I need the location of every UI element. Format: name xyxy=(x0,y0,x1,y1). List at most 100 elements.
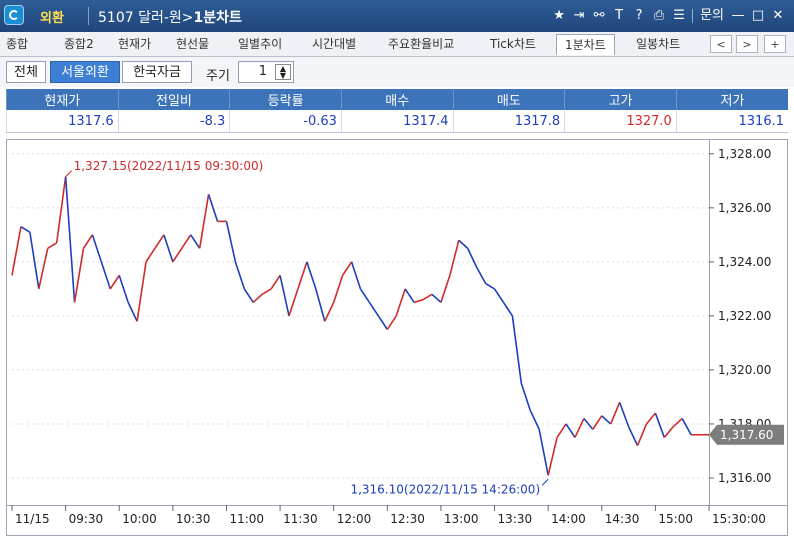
price-segment xyxy=(306,261,317,290)
price-segment xyxy=(458,239,469,249)
market-korea-money-button[interactable]: 한국자금 xyxy=(122,61,192,83)
y-tick-label: 1,322.00 xyxy=(718,309,771,323)
value-high: 1327.0 xyxy=(564,110,677,133)
period-stepper[interactable]: 1 ▲ ▼ xyxy=(238,61,294,83)
price-segment xyxy=(64,176,76,303)
price-segment xyxy=(73,248,85,303)
value-ask: 1317.8 xyxy=(452,110,565,133)
x-tick-label: 14:00 xyxy=(551,512,586,526)
price-segment xyxy=(359,288,371,303)
price-segment xyxy=(11,226,22,276)
price-segment xyxy=(511,315,523,384)
tab-summary[interactable]: 종합 xyxy=(6,37,29,51)
tab-bar: 종합 종합2 현재가 현선물 일별추이 시간대별 주요환율비교 Tick차트 1… xyxy=(0,32,794,57)
tab-daily-trend[interactable]: 일별추이 xyxy=(238,37,283,51)
tab-forward[interactable]: 현선물 xyxy=(176,37,210,51)
price-segment xyxy=(279,275,290,317)
period-value[interactable]: 1 xyxy=(258,64,267,79)
price-segment xyxy=(565,423,576,438)
print-icon[interactable]: ⎙ xyxy=(653,8,665,23)
tab-add-button[interactable]: + xyxy=(764,35,786,53)
tab-next-button[interactable]: > xyxy=(736,35,758,53)
price-chart-svg[interactable]: 1,328.00 1,326.00 1,324.00 1,322.00 1,320.00… xyxy=(6,139,788,536)
y-tick-label: 1,316.00 xyxy=(718,471,771,485)
maximize-button[interactable]: □ xyxy=(751,8,765,23)
period-label: 주기 xyxy=(206,69,230,84)
tab-summary2[interactable]: 종합2 xyxy=(64,37,94,51)
icon-divider xyxy=(692,9,694,23)
price-segment xyxy=(252,293,263,303)
inquiry-button[interactable]: 문의 xyxy=(700,8,724,23)
price-segment xyxy=(556,423,567,438)
x-tick-label: 12:30 xyxy=(390,512,425,526)
tab-1min-chart[interactable]: 1분차트 xyxy=(556,34,615,55)
price-segment xyxy=(422,293,433,301)
header-low: 저가 xyxy=(675,89,788,110)
x-tick-label: 11/15 xyxy=(15,512,50,526)
tab-prev-button[interactable]: < xyxy=(710,35,732,53)
minimize-button[interactable]: — xyxy=(731,8,745,23)
price-segment xyxy=(449,240,460,276)
price-segment xyxy=(190,234,201,249)
price-segment xyxy=(207,194,219,222)
price-segment xyxy=(332,275,344,303)
chart-area[interactable]: 1,328.00 1,326.00 1,324.00 1,322.00 1,320.00… xyxy=(6,139,788,536)
price-segment xyxy=(386,315,397,330)
x-tick-label: 11:00 xyxy=(229,512,264,526)
title-separator xyxy=(88,7,89,25)
price-segment xyxy=(467,248,478,268)
period-spin-icon[interactable]: ▲ ▼ xyxy=(275,64,291,80)
star-icon[interactable]: ★ xyxy=(553,8,565,23)
x-tick-label: 09:30 xyxy=(69,512,104,526)
price-segment xyxy=(145,247,156,263)
help-icon[interactable]: ? xyxy=(635,8,643,23)
y-tick-label: 1,326.00 xyxy=(718,201,771,215)
price-segment xyxy=(341,261,353,276)
y-tick-label: 1,320.00 xyxy=(718,363,771,377)
window-title: 5107 달러-원>1분차트 xyxy=(98,7,242,27)
close-button[interactable]: ✕ xyxy=(772,8,784,23)
price-segment xyxy=(118,275,129,303)
tab-fx-comparison[interactable]: 주요환율비교 xyxy=(388,37,455,51)
tab-tick-chart[interactable]: Tick차트 xyxy=(490,37,536,51)
market-seoul-button[interactable]: 서울외환 xyxy=(50,61,120,83)
quote-value-row: 1317.6 -8.3 -0.63 1317.4 1317.8 1327.0 1… xyxy=(6,110,788,133)
price-segment xyxy=(636,423,648,446)
price-segment xyxy=(627,426,639,446)
export-icon[interactable]: ⇥ xyxy=(573,8,585,23)
price-segment xyxy=(38,248,49,290)
current-value-marker xyxy=(709,424,784,445)
price-segment xyxy=(440,275,451,303)
price-segment xyxy=(654,412,666,438)
y-tick-label: 1,328.00 xyxy=(718,147,771,161)
price-segment xyxy=(493,288,505,303)
low-annotation-arrow xyxy=(541,478,549,486)
link-icon[interactable]: ⚯ xyxy=(593,8,605,23)
price-segment xyxy=(127,302,138,322)
text-icon[interactable]: T xyxy=(615,8,624,23)
header-change: 전일비 xyxy=(117,89,230,110)
price-segment xyxy=(645,412,657,425)
price-segment xyxy=(29,232,40,290)
title-prefix: 달러-원> xyxy=(138,10,194,26)
price-segment xyxy=(288,288,299,317)
tab-current-price[interactable]: 현재가 xyxy=(118,37,152,51)
price-segment xyxy=(395,288,406,317)
price-segment xyxy=(538,429,549,476)
tab-by-time[interactable]: 시간대별 xyxy=(312,37,357,51)
screen-number: 5107 xyxy=(98,10,134,26)
price-segment xyxy=(574,418,585,438)
market-all-button[interactable]: 전체 xyxy=(6,61,46,83)
price-segment xyxy=(315,288,326,322)
tab-daily-chart[interactable]: 일봉차트 xyxy=(636,37,681,51)
price-segment xyxy=(377,315,388,330)
category-badge: 외환 xyxy=(40,11,64,26)
price-segment xyxy=(485,282,495,290)
list-icon[interactable]: ☰ xyxy=(673,8,685,23)
price-segment xyxy=(136,261,147,322)
price-segment xyxy=(663,426,674,438)
price-segment xyxy=(47,242,58,250)
price-segment xyxy=(270,274,281,290)
price-segment xyxy=(172,247,183,263)
price-segment xyxy=(243,288,254,303)
